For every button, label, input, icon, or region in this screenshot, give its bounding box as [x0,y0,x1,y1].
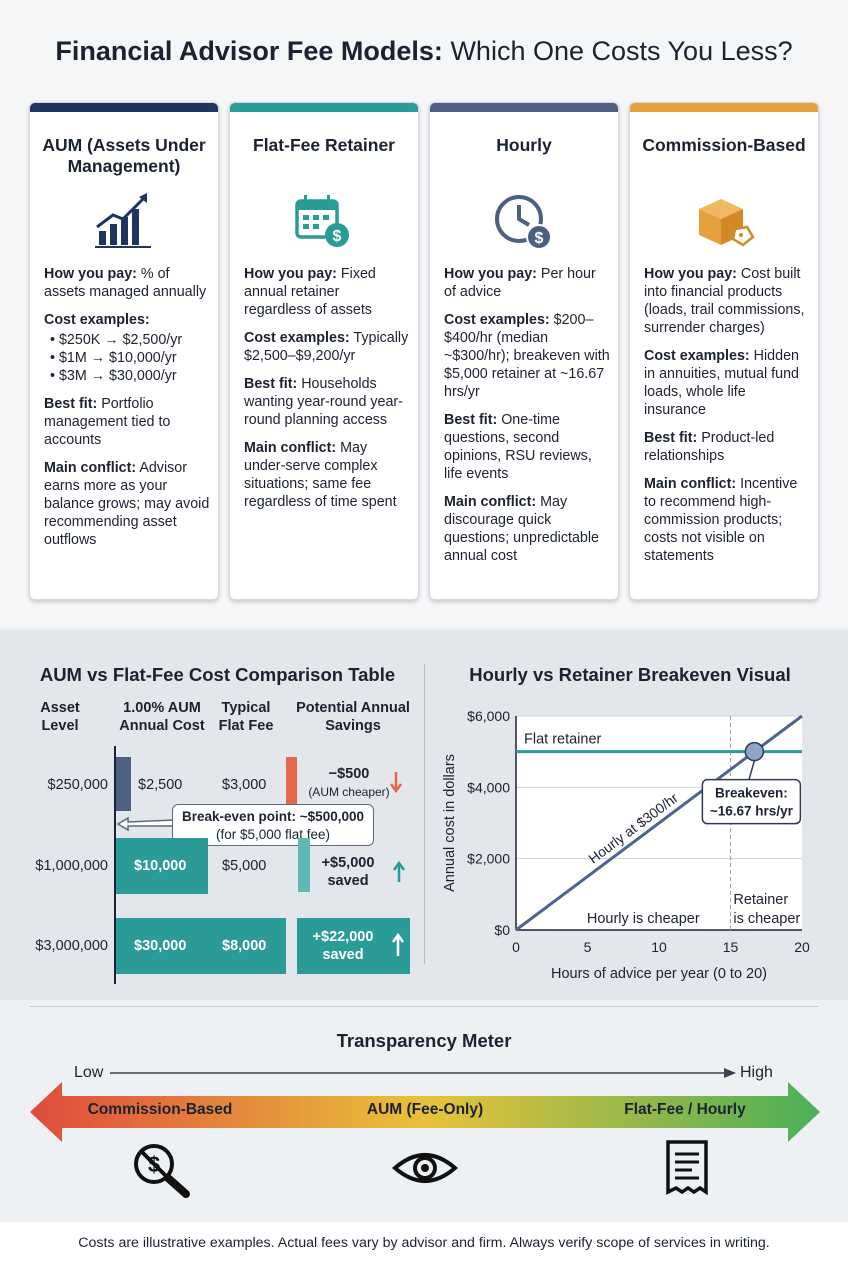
card-body: How you pay: Fixed annual retainer regar… [244,266,409,510]
meter-label-commission: Commission-Based [87,1101,233,1118]
x-axis-label: Hours of advice per year (0 to 20) [551,966,767,982]
breakeven-label: ~16.67 hrs/yr [710,804,794,819]
y-tick-label: $0 [494,922,510,938]
region-label-retainer: is cheaper [733,911,800,927]
card-title: Flat-Fee Retainer [253,135,395,155]
card-hourly: Hourly $ How you pay: Per hour of advice… [429,102,619,600]
low-high-arrow [110,1068,736,1078]
savings-bar [298,838,310,892]
meter-label-aum: AUM (Fee-Only) [366,1101,484,1118]
card-aum: AUM (Assets Under Management) How you pa… [29,102,219,600]
breakeven-label-box [701,778,802,825]
eye-icon [392,1153,458,1183]
arrow-up-icon [391,932,405,956]
savings-value: +$22,000 [312,929,374,945]
chart-up-icon [95,193,151,248]
section-divider [424,664,425,964]
callout-arrow [116,816,175,832]
svg-text:$: $ [333,228,342,245]
x-tick-label: 0 [512,939,520,955]
aum-bar [116,838,208,894]
x-tick-label: 20 [794,939,810,955]
header-savings: Potential Annual Savings [296,700,410,734]
clock-dollar-icon: $ [495,195,552,250]
savings-value: +$5,000 [321,855,375,871]
card-accent-bar [630,103,818,112]
transparency-gradient-bar [30,1082,820,1142]
card-title: AUM (Assets Under Management) [42,135,206,176]
card-title: Commission-Based [642,135,806,155]
series-label-retainer: Flat retainer [524,732,602,748]
header-asset-level: Asset Level [40,700,80,734]
breakeven-callout: Break-even point: ~$500,000 (for $5,000 … [172,804,374,846]
receipt-icon [666,1140,708,1196]
flat-fee: $5,000 [222,858,267,874]
page-title: Financial Advisor Fee Models: Which One … [55,36,793,66]
savings-bar [286,757,297,805]
savings-bar [297,918,410,974]
breakeven-point [744,741,765,762]
card-body: How you pay: Per hour of advice Cost exa… [444,266,610,564]
aum-cost: $10,000 [134,858,187,874]
aum-bar [116,918,286,974]
y-tick-label: $6,000 [467,708,510,724]
card-accent-bar [430,103,618,112]
savings-value: −$500 [328,766,370,782]
x-tick-label: 10 [651,939,667,955]
section-divider [30,1006,818,1007]
card-commission: Commission-Based How you pay: Cost built… [629,102,819,600]
card-accent-bar [230,103,418,112]
flat-fee: $3,000 [222,777,267,793]
breakeven-pointer [747,760,756,782]
x-tick-label: 15 [723,939,739,955]
box-tag-icon [699,199,755,247]
header-flat-fee: Typical Flat Fee [218,700,274,734]
x-tick-label: 5 [584,939,592,955]
region-label-retainer: Retainer [733,892,788,908]
aum-cost: $2,500 [138,777,183,793]
card-body: How you pay: Cost built into financial p… [644,266,805,564]
y-axis-label: Annual cost in dollars [442,754,458,892]
arrow-up-icon [392,860,406,882]
savings-note: saved [327,873,369,889]
footer-disclaimer: Costs are illustrative examples. Actual … [0,1222,848,1264]
asset-level: $3,000,000 [35,938,108,954]
flat-fee: $8,000 [222,938,267,954]
aum-cost: $30,000 [134,938,187,954]
region-label-hourly: Hourly is cheaper [587,911,700,927]
y-tick-label: $4,000 [467,779,510,795]
meter-label-flat-hourly: Flat-Fee / Hourly [624,1101,746,1118]
no-dollar-magnifier-icon: $ [134,1144,190,1198]
meter-title: Transparency Meter [336,1030,512,1051]
header-aum-cost: 1.00% AUM Annual Cost [119,700,205,734]
asset-level: $250,000 [47,777,108,793]
table-title: AUM vs Flat-Fee Cost Comparison Table [39,664,396,685]
table-axis [114,746,116,984]
svg-text:$: $ [535,230,544,247]
calendar-dollar-icon: $ [295,195,349,247]
card-accent-bar [30,103,218,112]
meter-high-label: High [740,1064,773,1081]
arrow-down-icon [389,772,403,794]
cost-item: $1M → $10,000/yr [50,349,210,367]
breakeven-label: Breakeven: [715,786,788,801]
cost-item: $3M → $30,000/yr [50,367,210,385]
asset-level: $1,000,000 [35,858,108,874]
aum-bar [116,757,131,811]
card-flat-fee: Flat-Fee Retainer $ How you pay: Fixed a… [229,102,419,600]
card-title: Hourly [496,135,552,155]
savings-note: saved [322,947,364,963]
savings-note: (AUM cheaper) [308,785,390,799]
cost-item: $250K → $2,500/yr [50,331,210,349]
y-tick-label: $2,000 [467,851,510,867]
chart-title: Hourly vs Retainer Breakeven Visual [469,664,791,685]
card-body: How you pay: % of assets managed annuall… [44,265,210,559]
breakeven-chart: $0 $2,000 $4,000 $6,000 0 5 10 15 20 Hours of adv… [442,708,810,982]
meter-low-label: Low [74,1064,104,1081]
